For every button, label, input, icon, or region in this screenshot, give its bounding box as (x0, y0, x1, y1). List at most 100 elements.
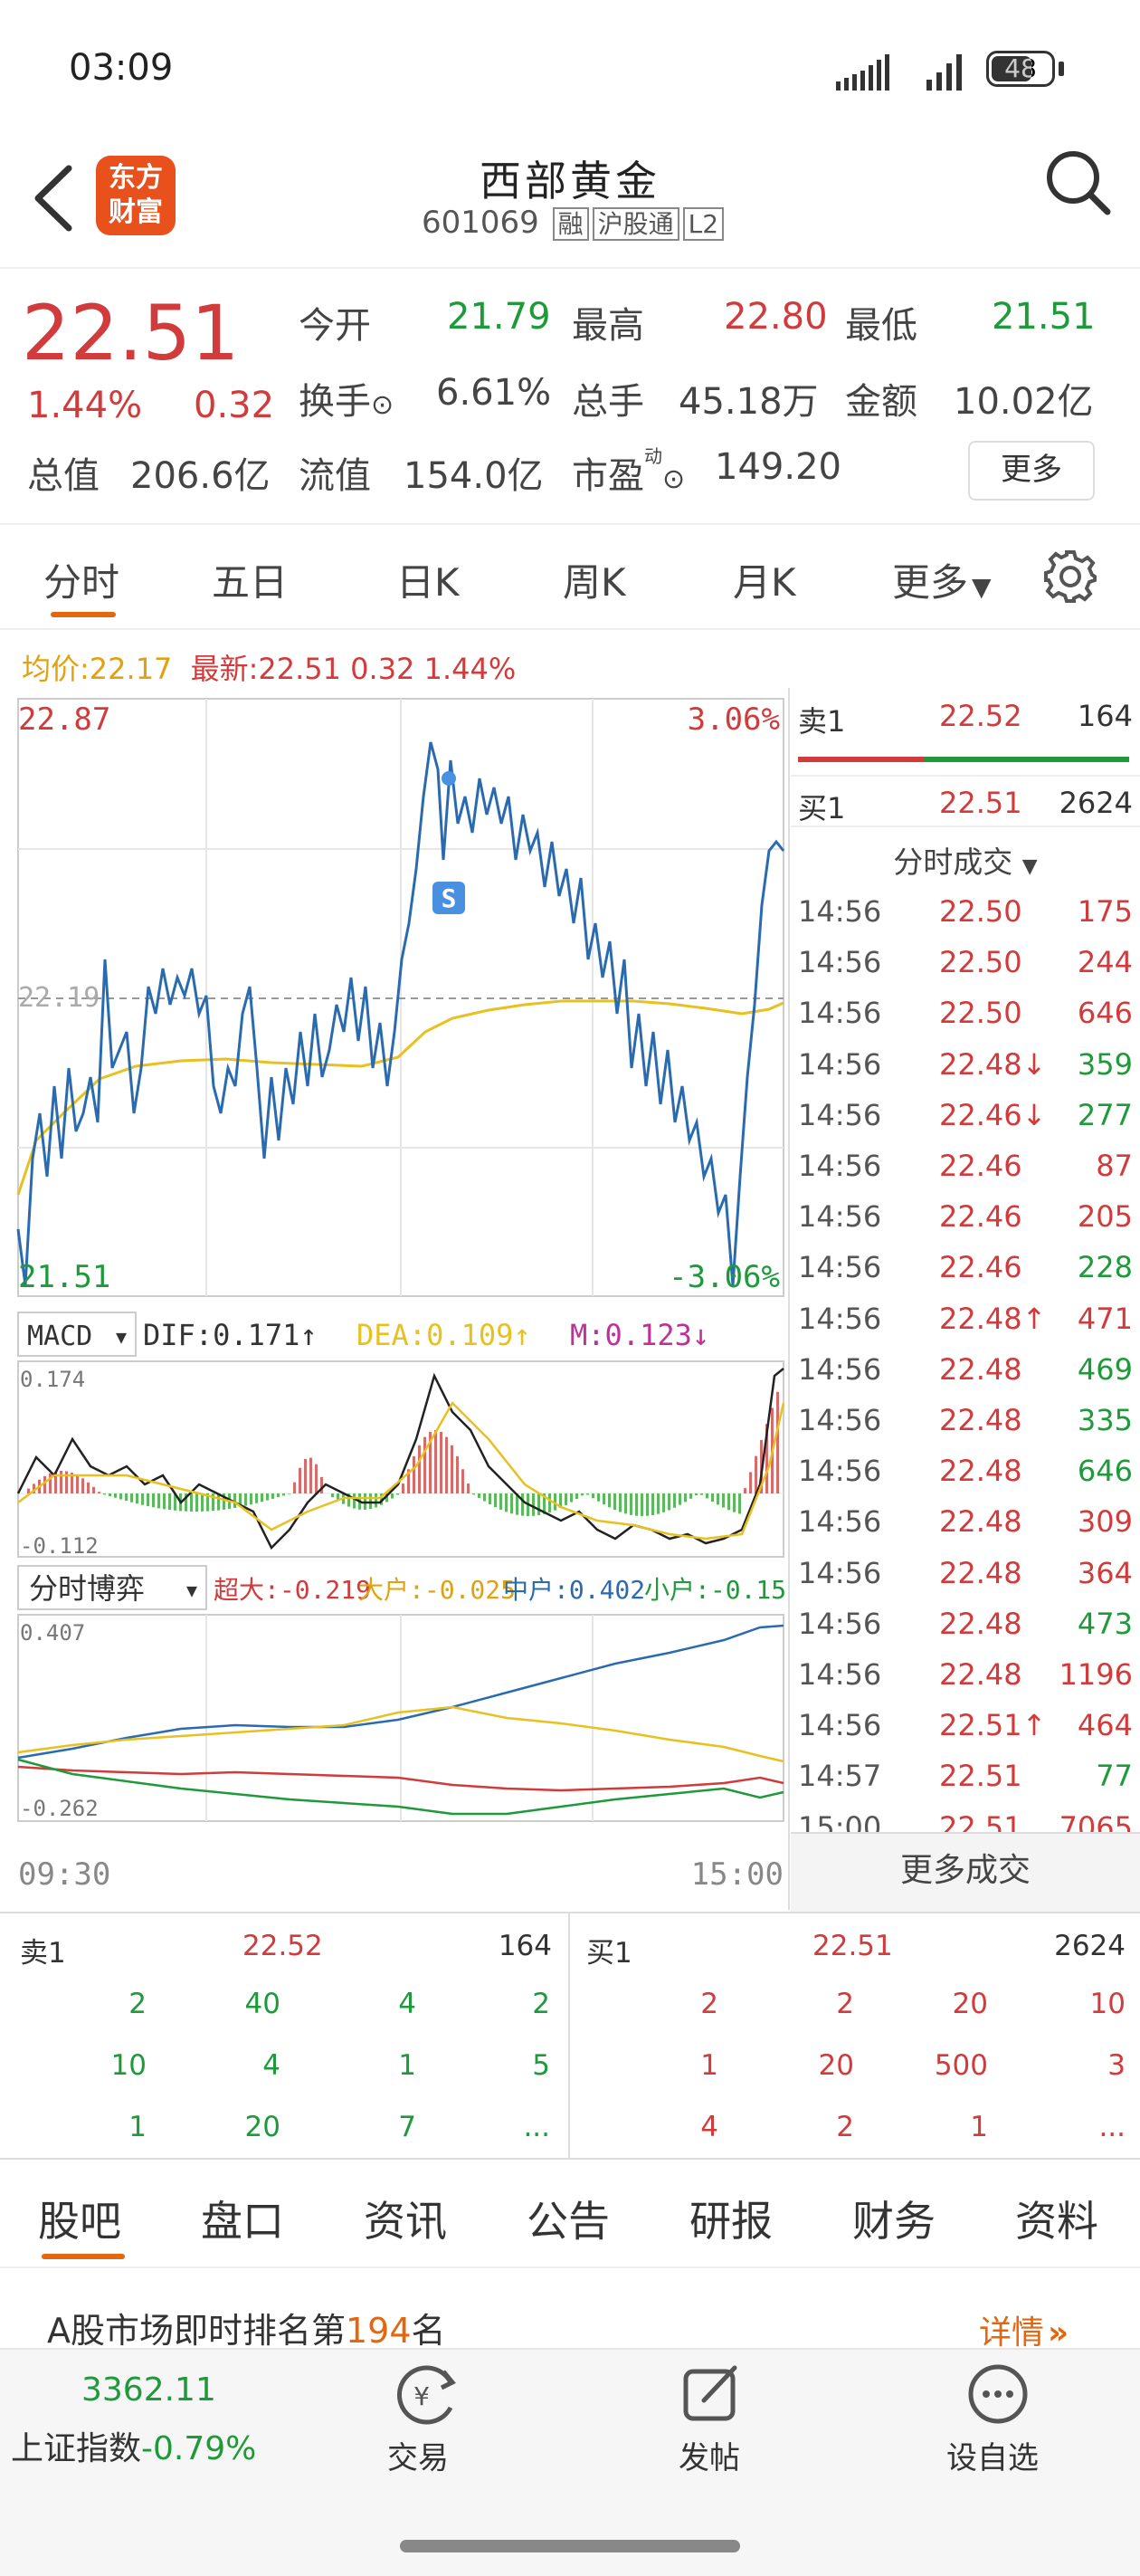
tab-more[interactable]: 更多 ▼ (892, 552, 992, 607)
macd-bar (49, 1473, 52, 1493)
details-link[interactable]: 详情» (979, 2306, 1069, 2353)
macd-bar (521, 1493, 524, 1516)
trade-row: 14:56 22.46 87 (791, 1141, 1140, 1192)
back-icon[interactable] (31, 163, 76, 234)
tab-news[interactable]: 资讯 (364, 2197, 447, 2246)
macd-bar (744, 1488, 746, 1493)
tab-announcements[interactable]: 公告 (527, 2197, 610, 2246)
trade-row: 14:56 22.46↓ 277 (791, 1091, 1140, 1141)
macd-bar (407, 1469, 410, 1493)
tab-five-day[interactable]: 五日 (212, 560, 289, 605)
svg-text:▼: ▼ (116, 1326, 127, 1348)
macd-bar (695, 1493, 698, 1496)
macd-bar (554, 1493, 556, 1511)
add-watchlist-button[interactable]: 设自选 (946, 2440, 1039, 2476)
edit-icon[interactable] (680, 2362, 744, 2426)
home-indicator[interactable] (400, 2540, 740, 2552)
trade-icon[interactable]: ¥ (391, 2362, 463, 2426)
macd-bar (320, 1476, 323, 1493)
trade-price: 22.50 (939, 945, 1022, 980)
ob-sell-vol: 164 (498, 1930, 552, 1962)
macd-bar (651, 1493, 654, 1515)
index-line[interactable]: 上证指数-0.79% (11, 2422, 256, 2469)
trade-row: 14:56 22.48 473 (791, 1599, 1140, 1650)
ob-buy-cell: 2 (836, 1988, 854, 2020)
intraday-charts: S 22.87 3.06% 22.19 21.51 -3.06% MACD ▼ … (16, 698, 787, 1893)
macd-bar (586, 1493, 589, 1495)
ranking-prefix: A股市场即时排名第 (47, 2311, 346, 2351)
tab-monthly-k[interactable]: 月K (733, 560, 796, 605)
tab-intraday[interactable]: 分时 (43, 560, 120, 605)
more-trades-button[interactable]: 更多成交 (791, 1832, 1140, 1912)
trade-row: 14:56 22.46 205 (791, 1192, 1140, 1243)
tab-more-label: 更多 (892, 560, 969, 605)
macd-selector-label: MACD (27, 1321, 92, 1352)
macd-bar (489, 1493, 491, 1504)
macd-bar (293, 1482, 296, 1493)
latest-label: 最新: (190, 652, 259, 686)
tab-handicap[interactable]: 盘口 (201, 2197, 284, 2246)
trade-price: 22.48↑ (939, 1301, 1047, 1336)
macd-bar (119, 1493, 122, 1500)
macd-bar (483, 1493, 486, 1502)
trade-price: 22.48 (939, 1403, 1022, 1437)
post-button[interactable]: 发帖 (679, 2440, 740, 2476)
time-end: 15:00 (691, 1856, 784, 1893)
flow-mid-line (17, 1624, 784, 1760)
logo-text-1: 东方 (109, 162, 163, 194)
pe-info-icon[interactable]: ⊙ (662, 463, 686, 495)
app-logo[interactable]: 东方 财富 (96, 156, 176, 235)
macd-bar (581, 1493, 584, 1496)
price-info-line: 均价:22.17 最新:22.51 0.32 1.44% (22, 646, 516, 688)
macd-bar (103, 1493, 106, 1495)
search-icon[interactable] (1042, 147, 1115, 219)
pe-sup: 动 (644, 444, 662, 467)
stock-code-line: 601069 融沪股通 L2 (422, 205, 725, 241)
tab-finance[interactable]: 财务 (852, 2197, 936, 2246)
macd-m: M:0.123↓ (570, 1318, 709, 1352)
trade-volume: 1196 (1059, 1657, 1133, 1692)
trade-time: 14:56 (798, 1606, 882, 1641)
side-sell1-label: 卖1 (798, 704, 846, 739)
macd-bar (71, 1472, 73, 1493)
high-value: 22.80 (724, 296, 828, 338)
trade-button[interactable]: 交易 (387, 2440, 449, 2476)
macd-bar (722, 1493, 725, 1508)
macd-bar (461, 1469, 464, 1493)
tab-research[interactable]: 研报 (689, 2197, 773, 2246)
trade-volume: 77 (1096, 1759, 1133, 1794)
trade-time: 14:56 (798, 1250, 882, 1285)
trade-row: 14:56 22.48↑ 471 (791, 1294, 1140, 1345)
macd-dif: DIF:0.171↑ (143, 1318, 318, 1352)
trade-volume: 473 (1077, 1606, 1133, 1641)
tab-weekly-k[interactable]: 周K (563, 560, 626, 605)
more-options-icon[interactable] (966, 2362, 1030, 2426)
trade-time: 14:56 (798, 1301, 882, 1336)
tab-profile[interactable]: 资料 (1015, 2197, 1098, 2246)
macd-bar (597, 1493, 600, 1502)
trade-price: 22.48 (939, 1657, 1022, 1692)
turnover-value: 6.61% (436, 372, 552, 414)
trade-time: 14:56 (798, 945, 882, 980)
high-label: 最高 (572, 305, 644, 347)
macd-bar (277, 1493, 280, 1498)
macd-dea-line (17, 1400, 785, 1541)
trades-title[interactable]: 分时成交 ▼ (791, 838, 1140, 882)
turnover-label-text: 换手 (299, 381, 371, 423)
trade-volume: 277 (1077, 1097, 1133, 1132)
macd-bar (152, 1493, 155, 1508)
settings-icon[interactable] (1042, 549, 1098, 605)
trade-price: 22.48 (939, 1351, 1022, 1387)
trade-price: 22.51↑ (939, 1708, 1047, 1743)
ob-sell-cell: ... (523, 2111, 550, 2143)
more-button[interactable]: 更多 (968, 441, 1095, 501)
index-value[interactable]: 3362.11 (81, 2371, 216, 2409)
macd-bar (60, 1471, 62, 1493)
macd-dif-line (16, 1368, 784, 1550)
tab-indicator (51, 612, 116, 617)
tab-forum[interactable]: 股吧 (38, 2197, 121, 2246)
info-icon[interactable]: ⊙ (371, 389, 394, 421)
tab-daily-k[interactable]: 日K (396, 560, 460, 605)
macd-bar (157, 1493, 160, 1509)
trade-row: 14:56 22.48 309 (791, 1497, 1140, 1548)
